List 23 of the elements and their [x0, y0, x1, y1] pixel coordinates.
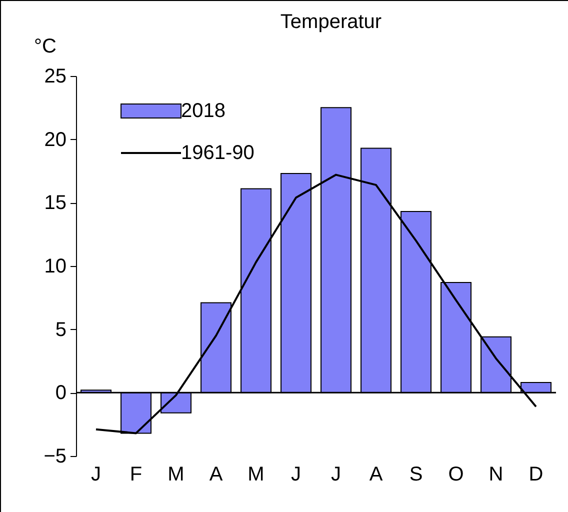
x-tick-label: M [168, 464, 184, 486]
y-axis-title: °C [34, 36, 56, 58]
y-tick-label: 20 [44, 128, 66, 151]
chart-title: Temperatur [280, 11, 382, 33]
x-tick-label: S [409, 464, 423, 486]
legend-label: 1961-90 [181, 142, 254, 164]
x-tick-label: J [291, 464, 301, 486]
x-tick-label: F [130, 464, 142, 486]
x-tick-label: A [369, 464, 384, 486]
legend-label: 2018 [181, 100, 226, 122]
x-tick-label: J [331, 464, 341, 486]
y-tick-label: 10 [44, 256, 66, 278]
y-tick-label: −5 [44, 446, 66, 468]
y-tick-label: 25 [44, 66, 66, 88]
y-tick-label: 15 [44, 192, 66, 214]
x-tick-label: N [488, 464, 504, 486]
x-tick-label: J [91, 464, 101, 486]
x-tick-label: M [248, 464, 264, 486]
x-tick-label: D [528, 464, 544, 486]
y-tick-label: 0 [55, 382, 66, 404]
x-tick-label: O [448, 464, 464, 486]
x-tick-label: A [209, 464, 224, 486]
y-tick-label: 5 [55, 318, 66, 341]
